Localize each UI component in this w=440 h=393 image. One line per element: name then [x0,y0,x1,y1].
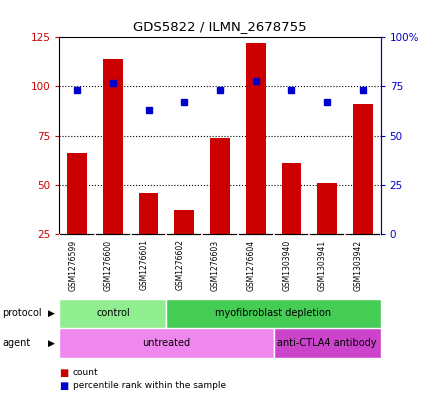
Bar [59,328,274,358]
Bar [175,210,194,283]
Title: GDS5822 / ILMN_2678755: GDS5822 / ILMN_2678755 [133,20,307,33]
Text: protocol: protocol [2,309,42,318]
Text: anti-CTLA4 antibody: anti-CTLA4 antibody [277,338,377,348]
Bar [274,328,381,358]
Text: count: count [73,368,98,377]
Text: GSM1276602: GSM1276602 [175,239,184,290]
Bar [166,299,381,328]
Bar [139,193,158,283]
Bar [67,153,87,283]
Text: control: control [96,309,130,318]
Bar [353,104,373,283]
Bar [317,183,337,283]
Text: GSM1276600: GSM1276600 [104,239,113,290]
Text: GSM1276601: GSM1276601 [139,239,149,290]
Text: ■: ■ [59,367,69,378]
Text: GSM1276603: GSM1276603 [211,239,220,290]
Bar [59,299,166,328]
Text: agent: agent [2,338,30,348]
Text: GSM1303941: GSM1303941 [318,239,327,290]
Text: GSM1303940: GSM1303940 [282,239,291,290]
Text: untreated: untreated [143,338,191,348]
Bar [210,138,230,283]
Text: percentile rank within the sample: percentile rank within the sample [73,382,226,390]
Text: ▶: ▶ [48,309,55,318]
Bar [103,59,123,283]
Bar [246,43,265,283]
Text: GSM1276604: GSM1276604 [247,239,256,290]
Text: GSM1276599: GSM1276599 [68,239,77,290]
Text: ▶: ▶ [48,338,55,347]
Text: GSM1303942: GSM1303942 [354,239,363,290]
Text: myofibroblast depletion: myofibroblast depletion [216,309,332,318]
Text: ■: ■ [59,381,69,391]
Bar [282,163,301,283]
